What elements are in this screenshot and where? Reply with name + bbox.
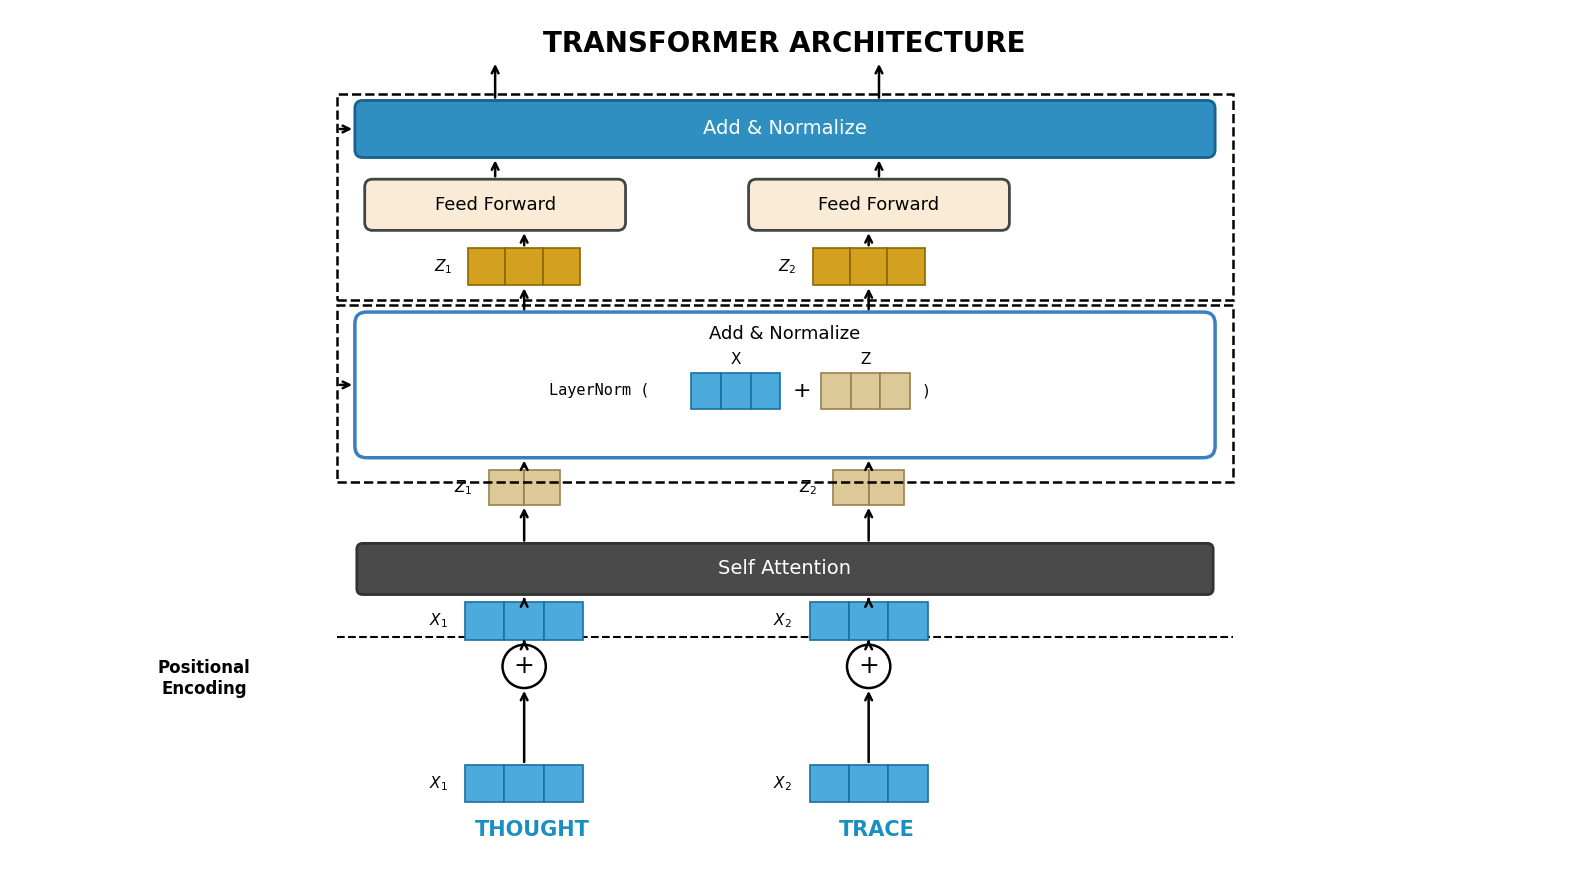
Bar <box>850 248 888 286</box>
Bar <box>849 765 888 803</box>
Text: $X_1$: $X_1$ <box>428 774 447 793</box>
Text: Positional
Encoding: Positional Encoding <box>158 659 251 698</box>
Bar <box>888 602 927 639</box>
Text: $X_1$: $X_1$ <box>428 612 447 631</box>
Bar <box>850 373 880 408</box>
Bar <box>869 469 904 505</box>
Bar <box>813 248 850 286</box>
Text: ): ) <box>923 384 930 399</box>
Text: Add & Normalize: Add & Normalize <box>703 119 868 138</box>
Text: $Z_2$: $Z_2$ <box>799 478 817 497</box>
Text: $X_2$: $X_2$ <box>774 774 792 793</box>
Bar <box>849 602 888 639</box>
Bar <box>544 765 584 803</box>
Text: $Z_1$: $Z_1$ <box>433 258 452 276</box>
Text: THOUGHT: THOUGHT <box>474 819 590 840</box>
Text: X: X <box>731 352 741 367</box>
Text: +: + <box>858 654 879 678</box>
FancyBboxPatch shape <box>364 179 626 230</box>
Bar <box>543 248 581 286</box>
Text: +: + <box>513 654 535 678</box>
Bar <box>888 765 927 803</box>
Text: +: + <box>792 381 811 400</box>
Bar <box>464 765 505 803</box>
Text: Self Attention: Self Attention <box>719 559 852 579</box>
Bar <box>810 602 849 639</box>
Text: $X_2$: $X_2$ <box>774 612 792 631</box>
Bar <box>833 469 869 505</box>
FancyBboxPatch shape <box>748 179 1009 230</box>
Bar <box>488 469 524 505</box>
Bar <box>464 602 505 639</box>
Bar <box>337 305 1233 482</box>
Text: LayerNorm (: LayerNorm ( <box>549 384 650 399</box>
Bar <box>337 93 1233 300</box>
Bar <box>810 765 849 803</box>
Circle shape <box>847 645 890 688</box>
Text: TRANSFORMER ARCHITECTURE: TRANSFORMER ARCHITECTURE <box>543 30 1025 58</box>
Text: $Z_1$: $Z_1$ <box>455 478 472 497</box>
Text: Add & Normalize: Add & Normalize <box>709 325 861 343</box>
FancyBboxPatch shape <box>356 543 1213 594</box>
Bar <box>750 373 780 408</box>
Bar <box>505 602 544 639</box>
Bar <box>880 373 910 408</box>
Text: TRACE: TRACE <box>838 819 915 840</box>
Bar <box>722 373 750 408</box>
Text: $Z_2$: $Z_2$ <box>778 258 797 276</box>
Text: Feed Forward: Feed Forward <box>819 196 940 213</box>
Bar <box>888 248 924 286</box>
FancyBboxPatch shape <box>355 101 1214 158</box>
Bar <box>544 602 584 639</box>
Bar <box>524 469 560 505</box>
FancyBboxPatch shape <box>355 312 1214 458</box>
Bar <box>822 373 850 408</box>
Bar <box>692 373 722 408</box>
Bar <box>505 248 543 286</box>
Text: Z: Z <box>860 352 871 367</box>
Bar <box>505 765 544 803</box>
Text: Feed Forward: Feed Forward <box>435 196 555 213</box>
Bar <box>468 248 505 286</box>
Circle shape <box>502 645 546 688</box>
